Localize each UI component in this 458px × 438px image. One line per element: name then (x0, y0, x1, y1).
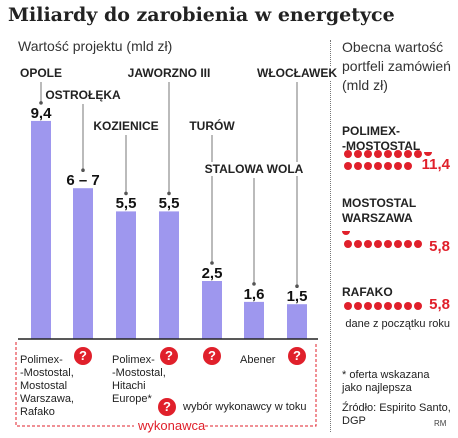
bar (159, 211, 179, 339)
portfolio-dot (342, 231, 350, 235)
portfolio-dot (344, 240, 352, 248)
bar (31, 120, 51, 339)
bar-value-label: 1,6 (243, 285, 265, 303)
bar (244, 301, 264, 339)
leader-dot (167, 191, 171, 196)
portfolio-value: 5,8 (429, 296, 450, 313)
portfolio-dot (374, 302, 382, 310)
bar-value-label: 9,4 (30, 104, 52, 122)
contractor-pending-icon: ? (74, 347, 92, 365)
portfolio-dot (374, 150, 382, 158)
bar-value-label: 2,5 (201, 265, 223, 282)
project-label: WŁOCŁAWEK (256, 66, 338, 80)
portfolio-dot (384, 240, 392, 248)
bar-value-label: 1,5 (286, 288, 308, 306)
project-label: STALOWA WOLA (203, 162, 305, 176)
portfolio-dot (354, 162, 362, 170)
portfolio-dot (384, 150, 392, 158)
portfolio-dot (364, 302, 372, 310)
portfolio-value: 5,8 (429, 238, 450, 255)
portfolio-value: 11,4 (421, 156, 450, 173)
portfolio-dot (414, 150, 422, 158)
contractor-pending-icon: ? (160, 347, 178, 365)
portfolio-dot (354, 150, 362, 158)
section-divider (330, 40, 331, 432)
portfolio-dot (344, 162, 352, 170)
bar-value-label: 6 – 7 (66, 172, 100, 190)
contractor-name: Abener (240, 354, 276, 366)
portfolio-dot (404, 162, 412, 170)
company-name: POLIMEX- -MOSTOSTAL (342, 124, 421, 153)
bar-value-label: 5,5 (158, 195, 180, 213)
credit: RM (434, 419, 447, 428)
source-note: Źródło: Espirito Santo, DGP (342, 402, 451, 427)
bar (202, 281, 222, 339)
bar (73, 188, 93, 339)
bar (116, 211, 136, 339)
contractor-pending-icon: ? (203, 347, 221, 365)
portfolio-dot (364, 240, 372, 248)
bar (287, 304, 307, 339)
chart-subtitle: Wartość projektu (mld zł) (18, 38, 173, 54)
leader-dot (39, 101, 43, 105)
leader-dot (81, 168, 85, 172)
portfolio-dot (354, 302, 362, 310)
leader-dot (295, 284, 299, 289)
project-label: TURÓW (188, 119, 236, 133)
portfolio-dot (404, 302, 412, 310)
project-label: KOZIENICE (92, 119, 160, 133)
portfolio-dot (374, 240, 382, 248)
portfolio-dot (394, 150, 402, 158)
contractor-pending-icon: ? (288, 347, 306, 365)
contractor-bracket (15, 342, 317, 427)
project-label: JAWORZNO III (126, 66, 212, 80)
portfolio-note: dane z początku roku (345, 318, 450, 330)
leader-dot (252, 282, 256, 286)
contractor-name: Polimex- -Mostostal, Hitachi Europe* (112, 354, 166, 405)
portfolio-dot (404, 240, 412, 248)
portfolio-dot (404, 150, 412, 158)
portfolio-dot (384, 302, 392, 310)
portfolio-dot (344, 302, 352, 310)
company-name: RAFAKO (342, 285, 393, 299)
portfolio-dot (384, 162, 392, 170)
bar-value-label: 5,5 (115, 195, 137, 213)
portfolio-dot (424, 152, 432, 156)
portfolio-dot (374, 162, 382, 170)
portfolio-dot (364, 150, 372, 158)
contractor-name: Polimex- -Mostostal, Mostostal Warszawa,… (20, 354, 74, 418)
portfolio-dot (394, 302, 402, 310)
leader-dot (124, 191, 128, 196)
portfolio-subtitle: Obecna wartość portfeli zamówień (mld zł… (342, 39, 451, 93)
contractor-label: wykonawca (138, 418, 206, 433)
portfolio-dot (414, 302, 422, 310)
legend-text: wybór wykonawcy w toku (183, 401, 307, 413)
legend-question-icon: ? (158, 398, 176, 416)
portfolio-dot (394, 240, 402, 248)
portfolio-dot (344, 150, 352, 158)
portfolio-dot (394, 162, 402, 170)
leader-dot (210, 261, 214, 265)
company-name: MOSTOSTAL WARSZAWA (342, 196, 417, 225)
portfolio-dot (354, 240, 362, 248)
portfolio-dot (364, 162, 372, 170)
footnote: * oferta wskazana jako najlepsza (342, 369, 430, 394)
chart-title: Miliardy do zarobienia w energetyce (8, 4, 395, 26)
project-label: OSTROŁĘKA (44, 88, 122, 102)
project-label: OPOLE (18, 66, 64, 80)
portfolio-dot (414, 240, 422, 248)
